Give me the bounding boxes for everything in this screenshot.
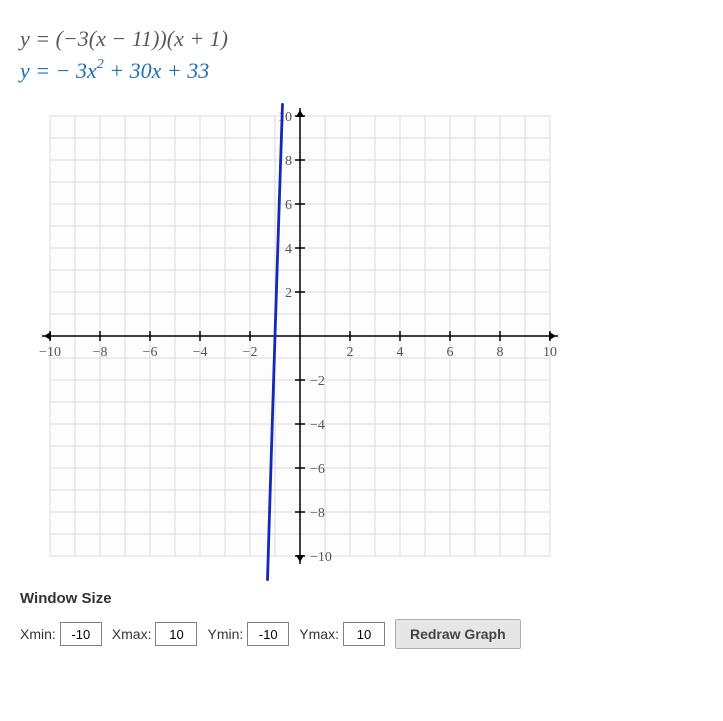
svg-text:6: 6 xyxy=(285,198,292,213)
ymin-label: Ymin: xyxy=(207,626,243,642)
xmin-group: Xmin: xyxy=(20,622,102,646)
ymax-group: Ymax: xyxy=(299,622,385,646)
svg-text:−4: −4 xyxy=(193,345,208,360)
ymin-input[interactable] xyxy=(247,622,289,646)
svg-text:−2: −2 xyxy=(243,345,258,360)
equation-block: y = (−3(x − 11))(x + 1) y = − 3x2 + 30x … xyxy=(20,26,703,84)
equation-expanded: y = − 3x2 + 30x + 33 xyxy=(20,58,703,84)
svg-text:4: 4 xyxy=(397,345,404,360)
window-controls: Xmin: Xmax: Ymin: Ymax: Redraw Graph xyxy=(20,619,703,649)
window-size-title: Window Size xyxy=(20,590,703,607)
eq2-pre: y = − 3x xyxy=(20,58,97,83)
xmin-label: Xmin: xyxy=(20,626,56,642)
graph-area: −10 −8 −6 −4 −2 2 4 6 8 10 2 4 6 8 10 −2 −4 −6 −8 −10 xyxy=(20,96,580,576)
xmax-group: Xmax: xyxy=(112,622,198,646)
svg-text:−4: −4 xyxy=(310,418,325,433)
svg-text:8: 8 xyxy=(497,345,504,360)
svg-text:−8: −8 xyxy=(93,345,108,360)
eq2-post: + 30x + 33 xyxy=(104,58,209,83)
svg-text:6: 6 xyxy=(447,345,454,360)
graph-svg: −10−8−6−4−2246810246810−2−4−6−8−10 xyxy=(50,116,550,556)
ymax-input[interactable] xyxy=(343,622,385,646)
xmax-label: Xmax: xyxy=(112,626,152,642)
svg-text:2: 2 xyxy=(347,345,354,360)
xmax-input[interactable] xyxy=(155,622,197,646)
svg-text:8: 8 xyxy=(285,154,292,169)
svg-text:4: 4 xyxy=(285,242,292,257)
ymax-label: Ymax: xyxy=(299,626,339,642)
svg-text:−8: −8 xyxy=(310,506,325,521)
svg-text:−6: −6 xyxy=(143,345,158,360)
graph-canvas: −10−8−6−4−2246810246810−2−4−6−8−10 xyxy=(50,116,550,556)
ymin-group: Ymin: xyxy=(207,622,289,646)
xmin-input[interactable] xyxy=(60,622,102,646)
svg-text:10: 10 xyxy=(543,345,557,360)
svg-text:−2: −2 xyxy=(310,374,325,389)
svg-text:2: 2 xyxy=(285,286,292,301)
redraw-button[interactable]: Redraw Graph xyxy=(395,619,521,649)
svg-text:−10: −10 xyxy=(310,550,332,565)
svg-text:10: 10 xyxy=(278,110,292,125)
svg-text:−10: −10 xyxy=(39,345,61,360)
eq2-exponent: 2 xyxy=(97,57,104,72)
equation-factored: y = (−3(x − 11))(x + 1) xyxy=(20,26,703,52)
svg-text:−6: −6 xyxy=(310,462,325,477)
